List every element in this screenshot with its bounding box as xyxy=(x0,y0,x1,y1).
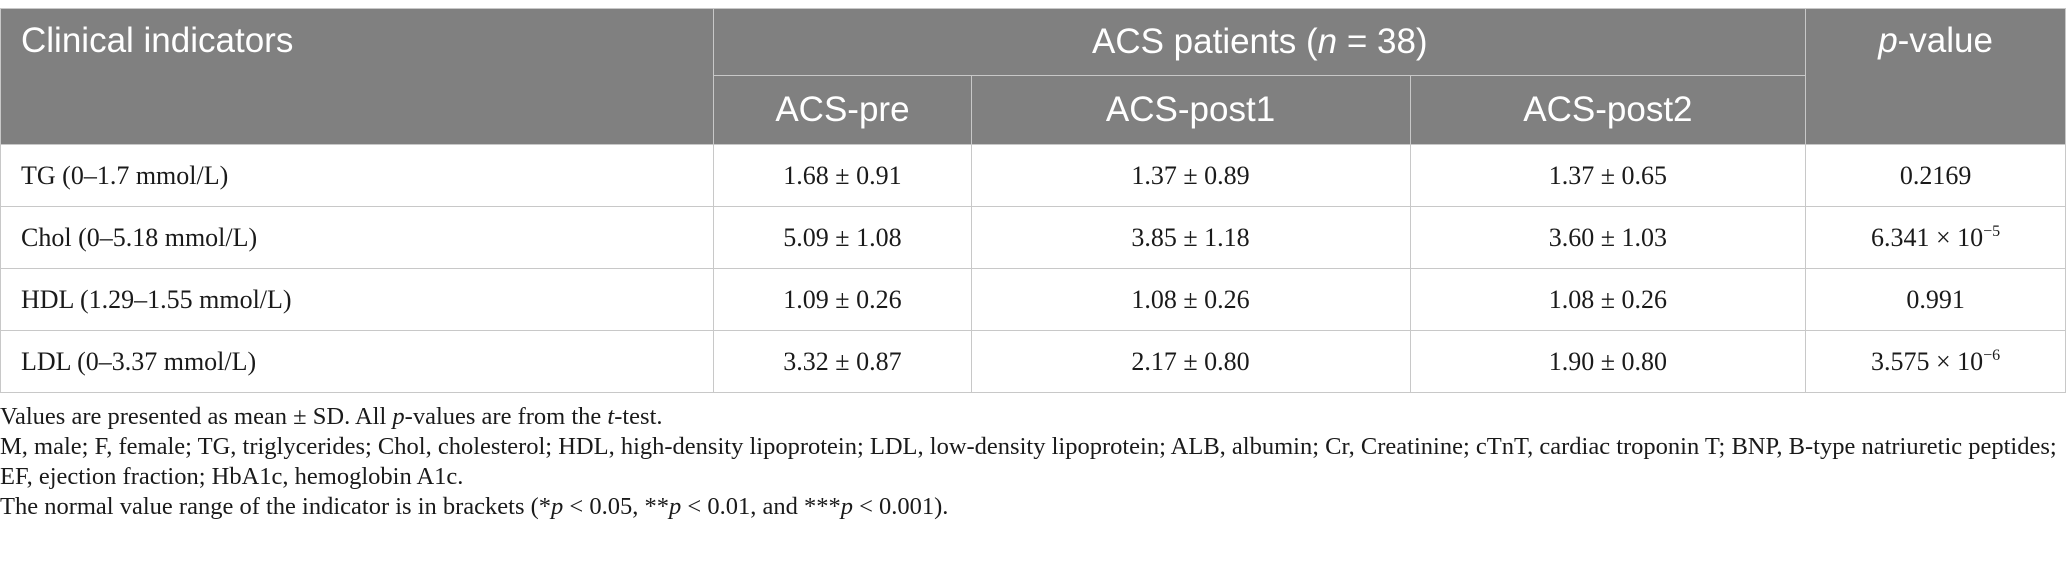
cell-p-value: 6.341 × 10−5 xyxy=(1805,206,2066,269)
row-label: LDL (0–3.37 mmol/L) xyxy=(0,330,715,393)
clinical-indicators-table: Clinical indicators ACS patients (n = 38… xyxy=(0,8,2066,393)
cell-p-value: 3.575 × 10−6 xyxy=(1805,330,2066,393)
cell-acs-post2: 3.60 ± 1.03 xyxy=(1409,206,1807,269)
header-acs-patients-group: ACS patients (n = 38) xyxy=(713,8,1807,76)
header-p-value: p-value xyxy=(1805,8,2066,145)
cell-acs-post1: 1.37 ± 0.89 xyxy=(970,144,1411,207)
cell-acs-post2: 1.90 ± 0.80 xyxy=(1409,330,1807,393)
cell-p-value: 0.2169 xyxy=(1805,144,2066,207)
table-footnotes: Values are presented as mean ± SD. All p… xyxy=(0,402,2060,522)
cell-acs-post1: 1.08 ± 0.26 xyxy=(970,268,1411,331)
table-row-tg: TG (0–1.7 mmol/L) 1.68 ± 0.91 1.37 ± 0.8… xyxy=(0,144,2066,207)
cell-acs-post2: 1.37 ± 0.65 xyxy=(1409,144,1807,207)
cell-acs-post1: 2.17 ± 0.80 xyxy=(970,330,1411,393)
row-label: Chol (0–5.18 mmol/L) xyxy=(0,206,715,269)
table-row-chol: Chol (0–5.18 mmol/L) 5.09 ± 1.08 3.85 ± … xyxy=(0,206,2066,269)
footnote-values: Values are presented as mean ± SD. All p… xyxy=(0,403,663,430)
footnote-significance: The normal value range of the indicator … xyxy=(0,493,949,520)
cell-acs-pre: 5.09 ± 1.08 xyxy=(713,206,972,269)
row-label: HDL (1.29–1.55 mmol/L) xyxy=(0,268,715,331)
cell-acs-pre: 1.09 ± 0.26 xyxy=(713,268,972,331)
cell-acs-pre: 1.68 ± 0.91 xyxy=(713,144,972,207)
header-acs-post1: ACS-post1 xyxy=(970,75,1411,145)
cell-acs-post1: 3.85 ± 1.18 xyxy=(970,206,1411,269)
header-acs-post2: ACS-post2 xyxy=(1409,75,1807,145)
cell-acs-pre: 3.32 ± 0.87 xyxy=(713,330,972,393)
row-label: TG (0–1.7 mmol/L) xyxy=(0,144,715,207)
header-clinical-indicators: Clinical indicators xyxy=(0,8,715,145)
cell-acs-post2: 1.08 ± 0.26 xyxy=(1409,268,1807,331)
table-row-hdl: HDL (1.29–1.55 mmol/L) 1.09 ± 0.26 1.08 … xyxy=(0,268,2066,331)
table-row-ldl: LDL (0–3.37 mmol/L) 3.32 ± 0.87 2.17 ± 0… xyxy=(0,330,2066,393)
cell-p-value: 0.991 xyxy=(1805,268,2066,331)
footnote-abbreviations: M, male; F, female; TG, triglycerides; C… xyxy=(0,433,2057,490)
header-acs-pre: ACS-pre xyxy=(713,75,972,145)
